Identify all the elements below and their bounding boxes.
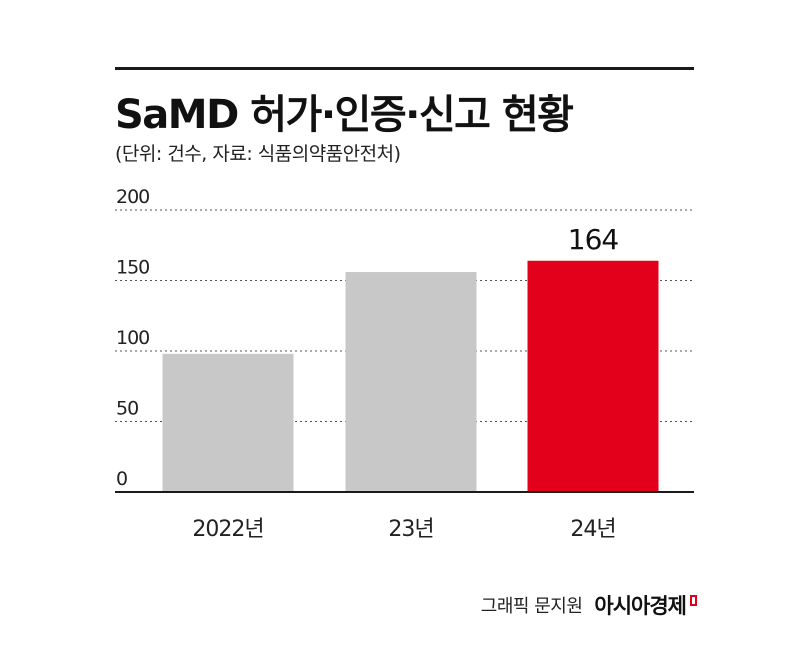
chart-title: SaMD 허가·인증·신고 현황 (115, 92, 574, 138)
credit-brand: 아시아경제 (594, 594, 687, 618)
bar (527, 260, 659, 492)
data-label: 164 (568, 223, 619, 256)
chart-subtitle: (단위: 건수, 자료: 식품의약품안전처) (115, 143, 401, 165)
brand-mark-icon (690, 594, 697, 606)
credit: 그래픽 문지원 아시아경제 (481, 590, 697, 620)
y-tick-label: 0 (116, 468, 127, 490)
y-tick-label: 100 (116, 327, 149, 349)
y-tick-label: 150 (116, 257, 149, 279)
x-tick-label: 23년 (388, 517, 433, 542)
x-tick-label: 2022년 (192, 517, 263, 542)
bar (162, 353, 294, 492)
x-tick-label: 24년 (570, 517, 615, 542)
y-tick-label: 200 (116, 186, 149, 208)
bar (345, 272, 477, 492)
y-tick-label: 50 (116, 398, 138, 420)
credit-graphic: 그래픽 문지원 (480, 596, 583, 617)
top-rule (115, 67, 694, 70)
